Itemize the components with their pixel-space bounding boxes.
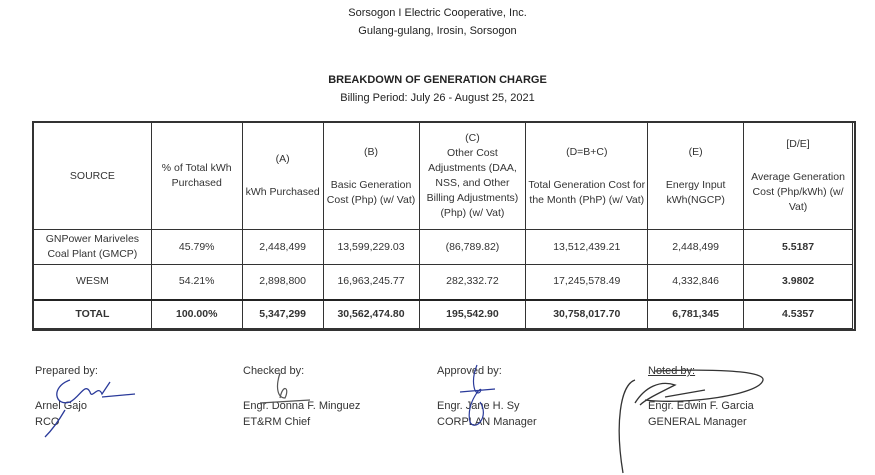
signatory-label: Checked by:	[243, 365, 305, 377]
table-row: GNPower Mariveles Coal Plant (GMCP) 45.79…	[33, 229, 853, 265]
generation-charge-table: SOURCE % of Total kWh Purchased (A) kWh Pur…	[33, 122, 853, 329]
table-row: WESM 54.21% 2,898,800 16,963,245.77 282,332.…	[33, 264, 853, 300]
total-row: TOTAL 100.00% 5,347,299 30,562,474.80 195,54…	[33, 298, 853, 329]
column-header: (B) Basic Generation Cost (Php) (w/ Vat)	[322, 122, 420, 230]
column-header: % of Total kWh Purchased	[150, 122, 243, 230]
column-label: Total Generation Cost for the Month (PhP…	[528, 178, 646, 206]
table-cell: 2,448,499	[241, 229, 324, 265]
table-cell: 195,542.90	[418, 298, 527, 329]
table-cell: (86,789.82)	[418, 229, 527, 265]
org-address: Gulang-gulang, Irosin, Sorsogon	[358, 25, 517, 37]
table-cell: 4.5357	[743, 298, 853, 329]
column-label: Basic Generation Cost (Php) (w/ Vat)	[326, 178, 416, 206]
signatory-name: Engr. Jane H. Sy	[437, 400, 520, 412]
table-cell: 2,448,499	[647, 229, 745, 265]
column-header: SOURCE	[33, 122, 152, 230]
column-header: [D/E] Average Generation Cost (Php/kWh) (…	[743, 122, 853, 230]
org-name: Sorsogon I Electric Cooperative, Inc.	[348, 7, 527, 19]
signatory-position: ET&RM Chief	[243, 416, 311, 428]
column-code: (D=B+C)	[566, 145, 608, 158]
column-header: (D=B+C) Total Generation Cost for the Mon…	[525, 122, 649, 230]
table-cell: 282,332.72	[418, 264, 527, 300]
signatory-label: Prepared by:	[35, 365, 98, 377]
column-label: Energy Input kWh(NGCP)	[665, 178, 726, 206]
table-cell: 100.00%	[150, 298, 243, 329]
table-cell: 6,781,345	[647, 298, 745, 329]
table-cell: 17,245,578.49	[525, 264, 649, 300]
column-label: % of Total kWh Purchased	[161, 162, 232, 189]
column-header: (C) Other Cost Adjustments (DAA, NSS, and…	[418, 122, 527, 230]
column-label: kWh Purchased	[245, 186, 320, 198]
signatory-name: Arnel Gajo	[35, 400, 87, 412]
column-label: Average Generation Cost (Php/kWh) (w/ Va…	[751, 171, 845, 213]
column-label: Other Cost Adjustments (DAA, NSS, and Ot…	[426, 147, 519, 219]
table-cell: 13,512,439.21	[525, 229, 649, 265]
table-cell: 16,963,245.77	[322, 264, 420, 300]
table-cell: 4,332,846	[647, 264, 745, 300]
signatory-block: Checked by: Engr. Donna F. Minguez ET&RM C…	[243, 363, 360, 430]
table-cell: 3.9802	[743, 264, 853, 300]
table-cell: TOTAL	[33, 298, 152, 329]
table-cell: 30,562,474.80	[322, 298, 420, 329]
signatory-block: Prepared by: Arnel Gajo RCO	[35, 363, 98, 430]
signatory-block: Noted by: Engr. Edwin F. Garcia GENERAL Ma…	[648, 363, 754, 430]
column-code: (C)	[465, 132, 480, 144]
table-cell: WESM	[33, 264, 152, 300]
column-code: [D/E]	[786, 138, 810, 150]
table-cell: 30,758,017.70	[525, 298, 649, 329]
signatory-label: Noted by:	[648, 365, 696, 377]
billing-period: Billing Period: July 26 - August 25, 202…	[340, 92, 535, 104]
signatory-position: GENERAL Manager	[648, 416, 747, 428]
table-cell: 13,599,229.03	[322, 229, 420, 265]
document-title: BREAKDOWN OF GENERATION CHARGE	[328, 74, 547, 86]
table-cell: 5.5187	[743, 229, 853, 265]
signatory-name: Engr. Donna F. Minguez	[243, 400, 361, 412]
table-cell: 45.79%	[150, 229, 243, 265]
header-row: SOURCE % of Total kWh Purchased (A) kWh Pur…	[33, 122, 853, 230]
signatory-position: CORPLAN Manager	[437, 416, 537, 428]
column-code: (B)	[364, 145, 379, 158]
column-code: (A)	[275, 153, 290, 165]
column-header: (E) Energy Input kWh(NGCP)	[647, 122, 745, 230]
signatory-position: RCO	[35, 416, 60, 428]
table-cell: GNPower Mariveles Coal Plant (GMCP)	[33, 229, 152, 265]
column-code: (E)	[688, 145, 703, 158]
signatory-block: Approved by: Engr. Jane H. Sy CORPLAN Mana…	[437, 363, 537, 430]
table-cell: 2,898,800	[241, 264, 324, 300]
table-cell: 54.21%	[150, 264, 243, 300]
signatory-name: Engr. Edwin F. Garcia	[648, 400, 754, 412]
column-header: (A) kWh Purchased	[241, 122, 324, 230]
table-cell: 5,347,299	[241, 298, 324, 329]
column-label: SOURCE	[69, 169, 115, 182]
signatory-label: Approved by:	[437, 365, 502, 377]
